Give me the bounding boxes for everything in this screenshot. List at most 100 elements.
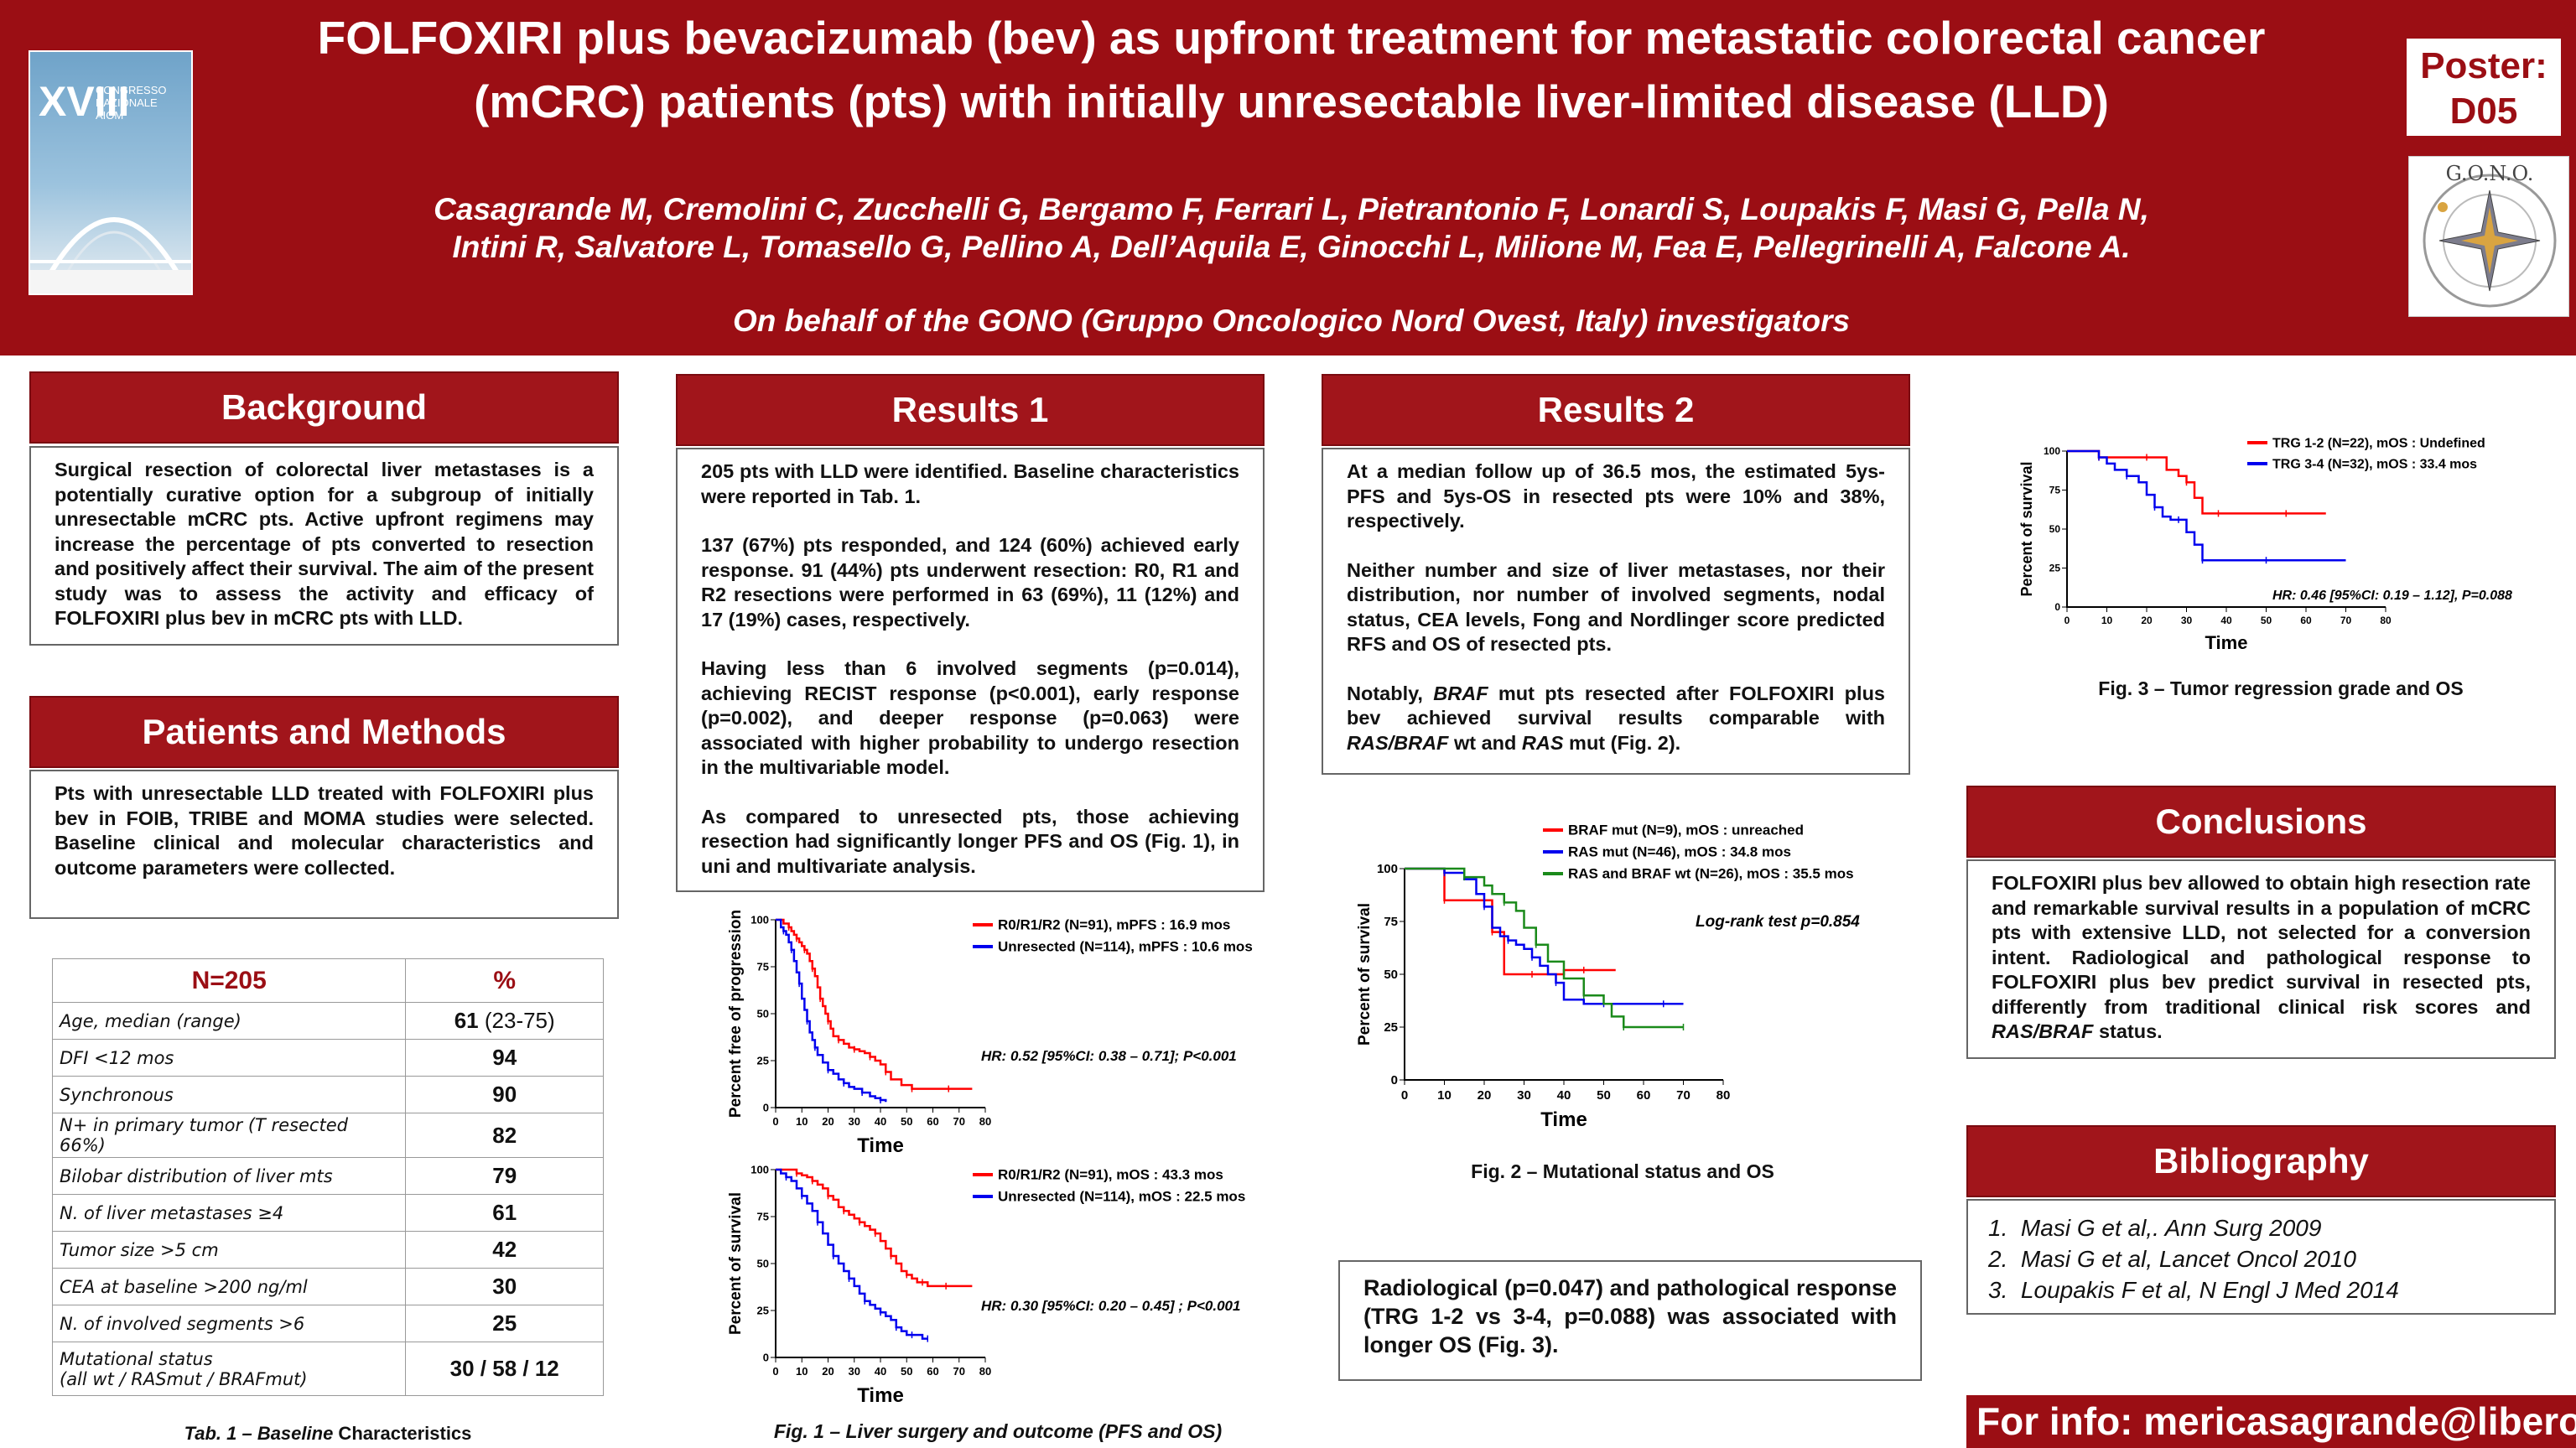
conclusions-text-italic: RAS/BRAF: [1992, 1020, 2094, 1042]
table-row-value: 25: [405, 1305, 604, 1342]
contact-banner[interactable]: For info: mericasagrande@libero.it: [1966, 1395, 2576, 1448]
table-row-extra: (23-75): [484, 1008, 555, 1033]
y-tick-label: 0: [1391, 1073, 1398, 1087]
table-row-label: Mutational status: [60, 1348, 213, 1369]
x-tick-label: 50: [901, 1365, 912, 1378]
legend-label: RAS mut (N=46), mOS : 34.8 mos: [1568, 844, 1791, 860]
fig1-caption: Fig. 1 – Liver surgery and outcome (PFS …: [773, 1420, 1223, 1442]
chart-annotation: HR: 0.30 [95%CI: 0.20 – 0.45] ; P<0.001: [981, 1298, 1240, 1314]
bibliography-item: 3. Loupakis F et al, N Engl J Med 2014: [1988, 1277, 2399, 1303]
y-axis-label: Percent of survival: [2018, 461, 2035, 596]
methods-box: Pts with unresectable LLD treated with F…: [29, 770, 619, 919]
x-tick-label: 30: [849, 1115, 860, 1128]
bib-item-3: Loupakis F et al, N Engl J Med 2014: [2020, 1277, 2399, 1303]
x-tick-label: 60: [1637, 1088, 1651, 1103]
bridge-icon: [30, 217, 191, 293]
results2-p3-ras: RAS: [1521, 731, 1564, 754]
authors-line1: Casagrande M, Cremolini C, Zucchelli G, …: [434, 192, 2149, 226]
table-row-label2: (all wt / RASmut / BRAFmut): [60, 1368, 308, 1389]
background-box: Surgical resection of colorectal liver m…: [29, 446, 619, 646]
y-tick-label: 100: [750, 913, 769, 926]
fig2-caption: Fig. 2 – Mutational status and OS: [1471, 1160, 1774, 1182]
table-row: N. of involved segments >6 25: [51, 1305, 604, 1342]
contact-email[interactable]: For info: mericasagrande@libero.it: [1976, 1399, 2576, 1443]
legend-label: R0/R1/R2 (N=91), mOS : 43.3 mos: [998, 1167, 1223, 1183]
y-tick-label: 25: [757, 1304, 769, 1316]
y-tick-label: 25: [2049, 563, 2061, 574]
x-tick-label: 40: [875, 1115, 886, 1128]
results2-p1: At a median follow up of 36.5 mos, the e…: [1347, 460, 1885, 532]
compass-star-icon: [2423, 174, 2557, 308]
table-row: Tumor size >5 cm 42: [51, 1231, 604, 1269]
table-row-label: Age, median (range): [51, 1002, 407, 1040]
km-curve-red: [776, 1168, 973, 1288]
bibliography-item: 2. Masi G et al, Lancet Oncol 2010: [1988, 1246, 2356, 1272]
results1-box: 205 pts with LLD were identified. Baseli…: [676, 448, 1265, 892]
x-tick-label: 40: [2220, 615, 2232, 626]
gono-logo-text: G.O.N.O.: [2445, 162, 2534, 185]
legend-label: BRAF mut (N=9), mOS : unreached: [1568, 823, 1804, 838]
x-tick-label: 70: [953, 1115, 965, 1128]
background-text: Surgical resection of colorectal liver m…: [55, 459, 594, 629]
results2-p3: Notably, BRAF mut pts resected after FOL…: [1347, 682, 1885, 756]
poster-label: Poster:: [2420, 45, 2547, 86]
table-caption: Tab. 1 – Baseline Characteristics: [52, 1423, 604, 1445]
y-tick-label: 50: [2049, 523, 2061, 535]
methods-heading: Patients and Methods: [29, 696, 619, 768]
poster-title-line2: (mCRC) patients (pts) with initially unr…: [474, 75, 2109, 127]
table-row-value: 42: [405, 1231, 604, 1269]
table-row-value: 61: [454, 1008, 479, 1033]
x-tick-label: 40: [875, 1365, 886, 1378]
table-caption-italic: Baseline: [257, 1423, 334, 1444]
legend-label: R0/R1/R2 (N=91), mPFS : 16.9 mos: [998, 917, 1230, 933]
y-tick-label: 0: [2054, 601, 2060, 613]
legend-label: TRG 3-4 (N=32), mOS : 33.4 mos: [2272, 457, 2477, 471]
y-axis-label: Percent of survival: [1356, 903, 1374, 1046]
table-row-value: 30: [405, 1268, 604, 1305]
y-tick-label: 50: [757, 1257, 769, 1269]
radiological-box: Radiological (p=0.047) and pathological …: [1338, 1260, 1922, 1381]
km-curve-red: [1405, 867, 1616, 976]
x-tick-label: 0: [1401, 1088, 1408, 1103]
y-axis-label: Percent of survival: [727, 1192, 745, 1335]
table-row-label: Bilobar distribution of liver mts: [51, 1157, 407, 1195]
x-axis-label: Time: [1540, 1108, 1587, 1131]
km-curve-red: [776, 918, 973, 1090]
x-tick-label: 0: [772, 1365, 778, 1378]
x-tick-label: 10: [2101, 615, 2113, 626]
table-row: Bilobar distribution of liver mts 79: [51, 1157, 604, 1195]
x-axis-label: Time: [2205, 632, 2248, 653]
legend-label: RAS and BRAF wt (N=26), mOS : 35.5 mos: [1568, 866, 1854, 882]
x-tick-label: 60: [927, 1115, 938, 1128]
y-tick-label: 50: [1384, 968, 1398, 982]
table-row-value: 61: [405, 1194, 604, 1232]
bibliography-box: 1. Masi G et al,. Ann Surg 2009 2. Masi …: [1966, 1199, 2556, 1315]
table-row-label: N. of liver metastases ≥4: [51, 1194, 407, 1232]
results2-p3-rasbraf: RAS/BRAF: [1347, 731, 1449, 754]
x-axis-label: Time: [857, 1134, 904, 1157]
results1-p2: 137 (67%) pts responded, and 124 (60%) a…: [701, 534, 1239, 631]
results2-box: At a median follow up of 36.5 mos, the e…: [1322, 448, 1910, 775]
fig1-pfs-chart: 0 10 20 30 40 50 60 70 80 0 25 50 75 100 Time Percent f…: [727, 910, 1253, 1157]
conclusions-box: FOLFOXIRI plus bev allowed to obtain hig…: [1966, 859, 2556, 1059]
authors-line2: Intini R, Salvatore L, Tomasello G, Pell…: [452, 230, 2131, 264]
congress-line2: NAZIONALE: [96, 96, 158, 109]
y-tick-label: 0: [763, 1101, 769, 1113]
congress-line3: AIOM: [96, 109, 124, 122]
fig2-chart: 0 10 20 30 40 50 60 70 80 0 25 50 75 100 Time Percent o…: [1356, 823, 1860, 1131]
x-tick-label: 70: [953, 1365, 965, 1378]
header-banner: [0, 0, 2576, 356]
table-row-value: 94: [405, 1039, 604, 1077]
x-tick-label: 60: [2300, 615, 2312, 626]
fig3-chart: 0 10 20 30 40 50 60 70 80 0 25 50 75 100 Time Percent o…: [2018, 436, 2512, 653]
bibliography-item: 1. Masi G et al,. Ann Surg 2009: [1988, 1215, 2322, 1241]
table-row-label: Synchronous: [51, 1076, 407, 1113]
x-tick-label: 50: [901, 1115, 912, 1128]
chart-annotation: Log-rank test p=0.854: [1696, 913, 1860, 931]
table-row-value: 30 / 58 / 12: [405, 1342, 604, 1396]
x-tick-label: 0: [2064, 615, 2070, 626]
x-tick-label: 80: [1716, 1088, 1731, 1103]
x-tick-label: 20: [822, 1365, 834, 1378]
table-row: N. of liver metastases ≥4 61: [51, 1194, 604, 1232]
legend-label: TRG 1-2 (N=22), mOS : Undefined: [2272, 436, 2485, 450]
